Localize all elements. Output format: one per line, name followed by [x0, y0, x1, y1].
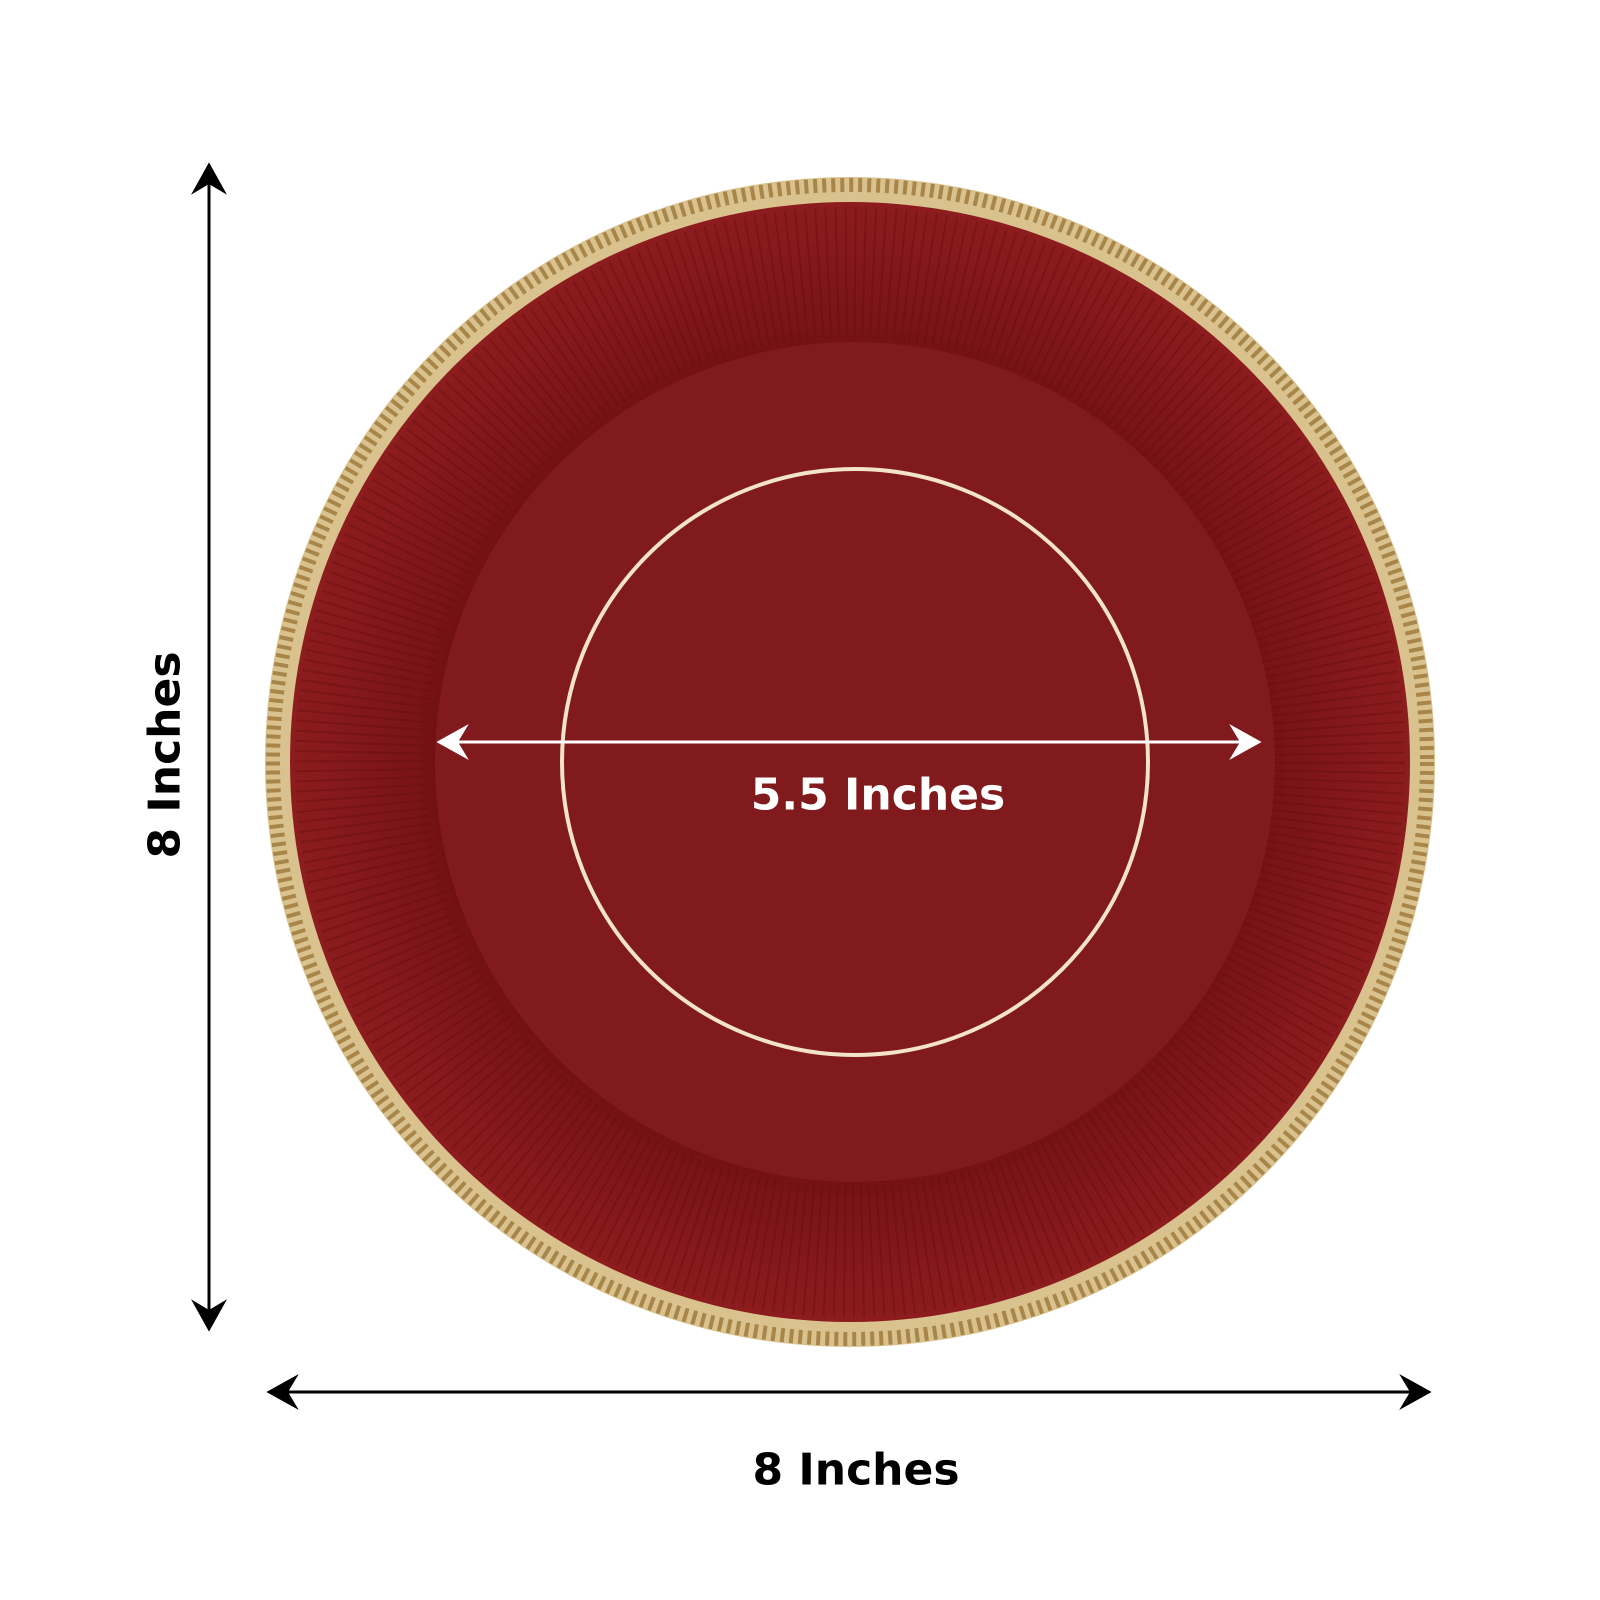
- plate: [265, 177, 1435, 1347]
- height-label: 8 Inches: [139, 651, 191, 859]
- plate-well: [435, 342, 1275, 1182]
- fluted-border: [295, 207, 1405, 1317]
- inner-diameter-label: 5.5 Inches: [750, 769, 1006, 821]
- width-label: 8 Inches: [752, 1444, 960, 1496]
- gold-rim-ridges: [266, 178, 1434, 1346]
- inner-gold-line: [560, 467, 1150, 1057]
